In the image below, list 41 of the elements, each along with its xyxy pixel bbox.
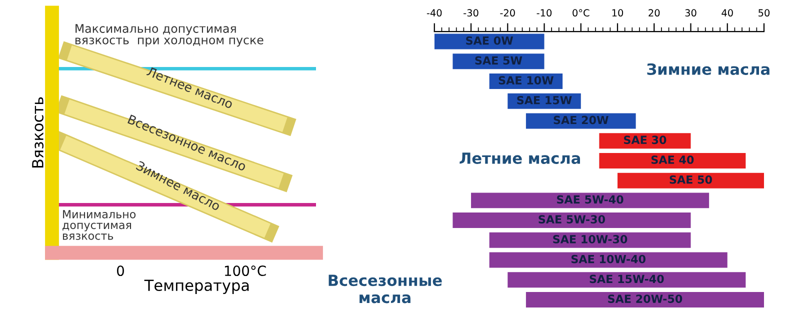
x-axis-title: Температура <box>144 280 249 294</box>
category-label: SAE 20W <box>554 116 608 124</box>
annotation: Всесезонные масла <box>328 274 442 304</box>
bar <box>599 152 746 168</box>
x-tick-label: -30 <box>464 9 478 17</box>
category-label: SAE 30 <box>624 136 666 144</box>
category-label: SAE 50 <box>670 175 712 184</box>
x-tick-label: -20 <box>500 9 515 17</box>
x-tick-label: 100°C <box>224 266 266 276</box>
bar <box>618 172 764 188</box>
x-tick-label: 10 <box>612 9 624 17</box>
category-label: SAE 40 <box>651 156 694 164</box>
annotation: Зимние масла <box>647 63 770 75</box>
category-label: SAE 20W-50 <box>608 294 682 303</box>
category-label: SAE 10W-30 <box>553 234 628 244</box>
category-label: SAE 15W-40 <box>590 274 664 284</box>
category-label: SAE 10W-40 <box>571 254 646 264</box>
ref-line-label: Минимально допустимая вязкость <box>62 210 136 240</box>
bar <box>526 292 764 308</box>
x-tick-label: 40 <box>722 9 733 17</box>
x-tick-label: 50 <box>758 9 770 17</box>
x-tick-label: 0 <box>116 266 124 276</box>
category-label: SAE 0W <box>466 36 514 45</box>
annotation: Летние масла <box>460 152 580 164</box>
category-label: SAE 5W <box>475 56 522 65</box>
bar <box>508 272 746 288</box>
bar <box>452 212 691 228</box>
category-label: SAE 15W <box>517 96 572 104</box>
x-tick-label: -40 <box>426 9 442 17</box>
x-tick-label: -10 <box>536 9 552 17</box>
bar <box>471 192 710 208</box>
bar <box>489 232 691 248</box>
x-tick-label: 20 <box>648 9 660 17</box>
bar <box>489 252 728 268</box>
x-tick-label: 0°C <box>572 9 590 17</box>
y-axis-title: Вязкость <box>32 97 44 168</box>
ref-line-label: Максимально допустимая вязкость при холодном пуске <box>75 24 264 47</box>
category-label: SAE 5W-30 <box>538 215 606 224</box>
x-tick-label: 30 <box>685 9 696 17</box>
category-label: SAE 10W <box>498 76 554 84</box>
category-label: SAE 5W-40 <box>557 195 624 204</box>
